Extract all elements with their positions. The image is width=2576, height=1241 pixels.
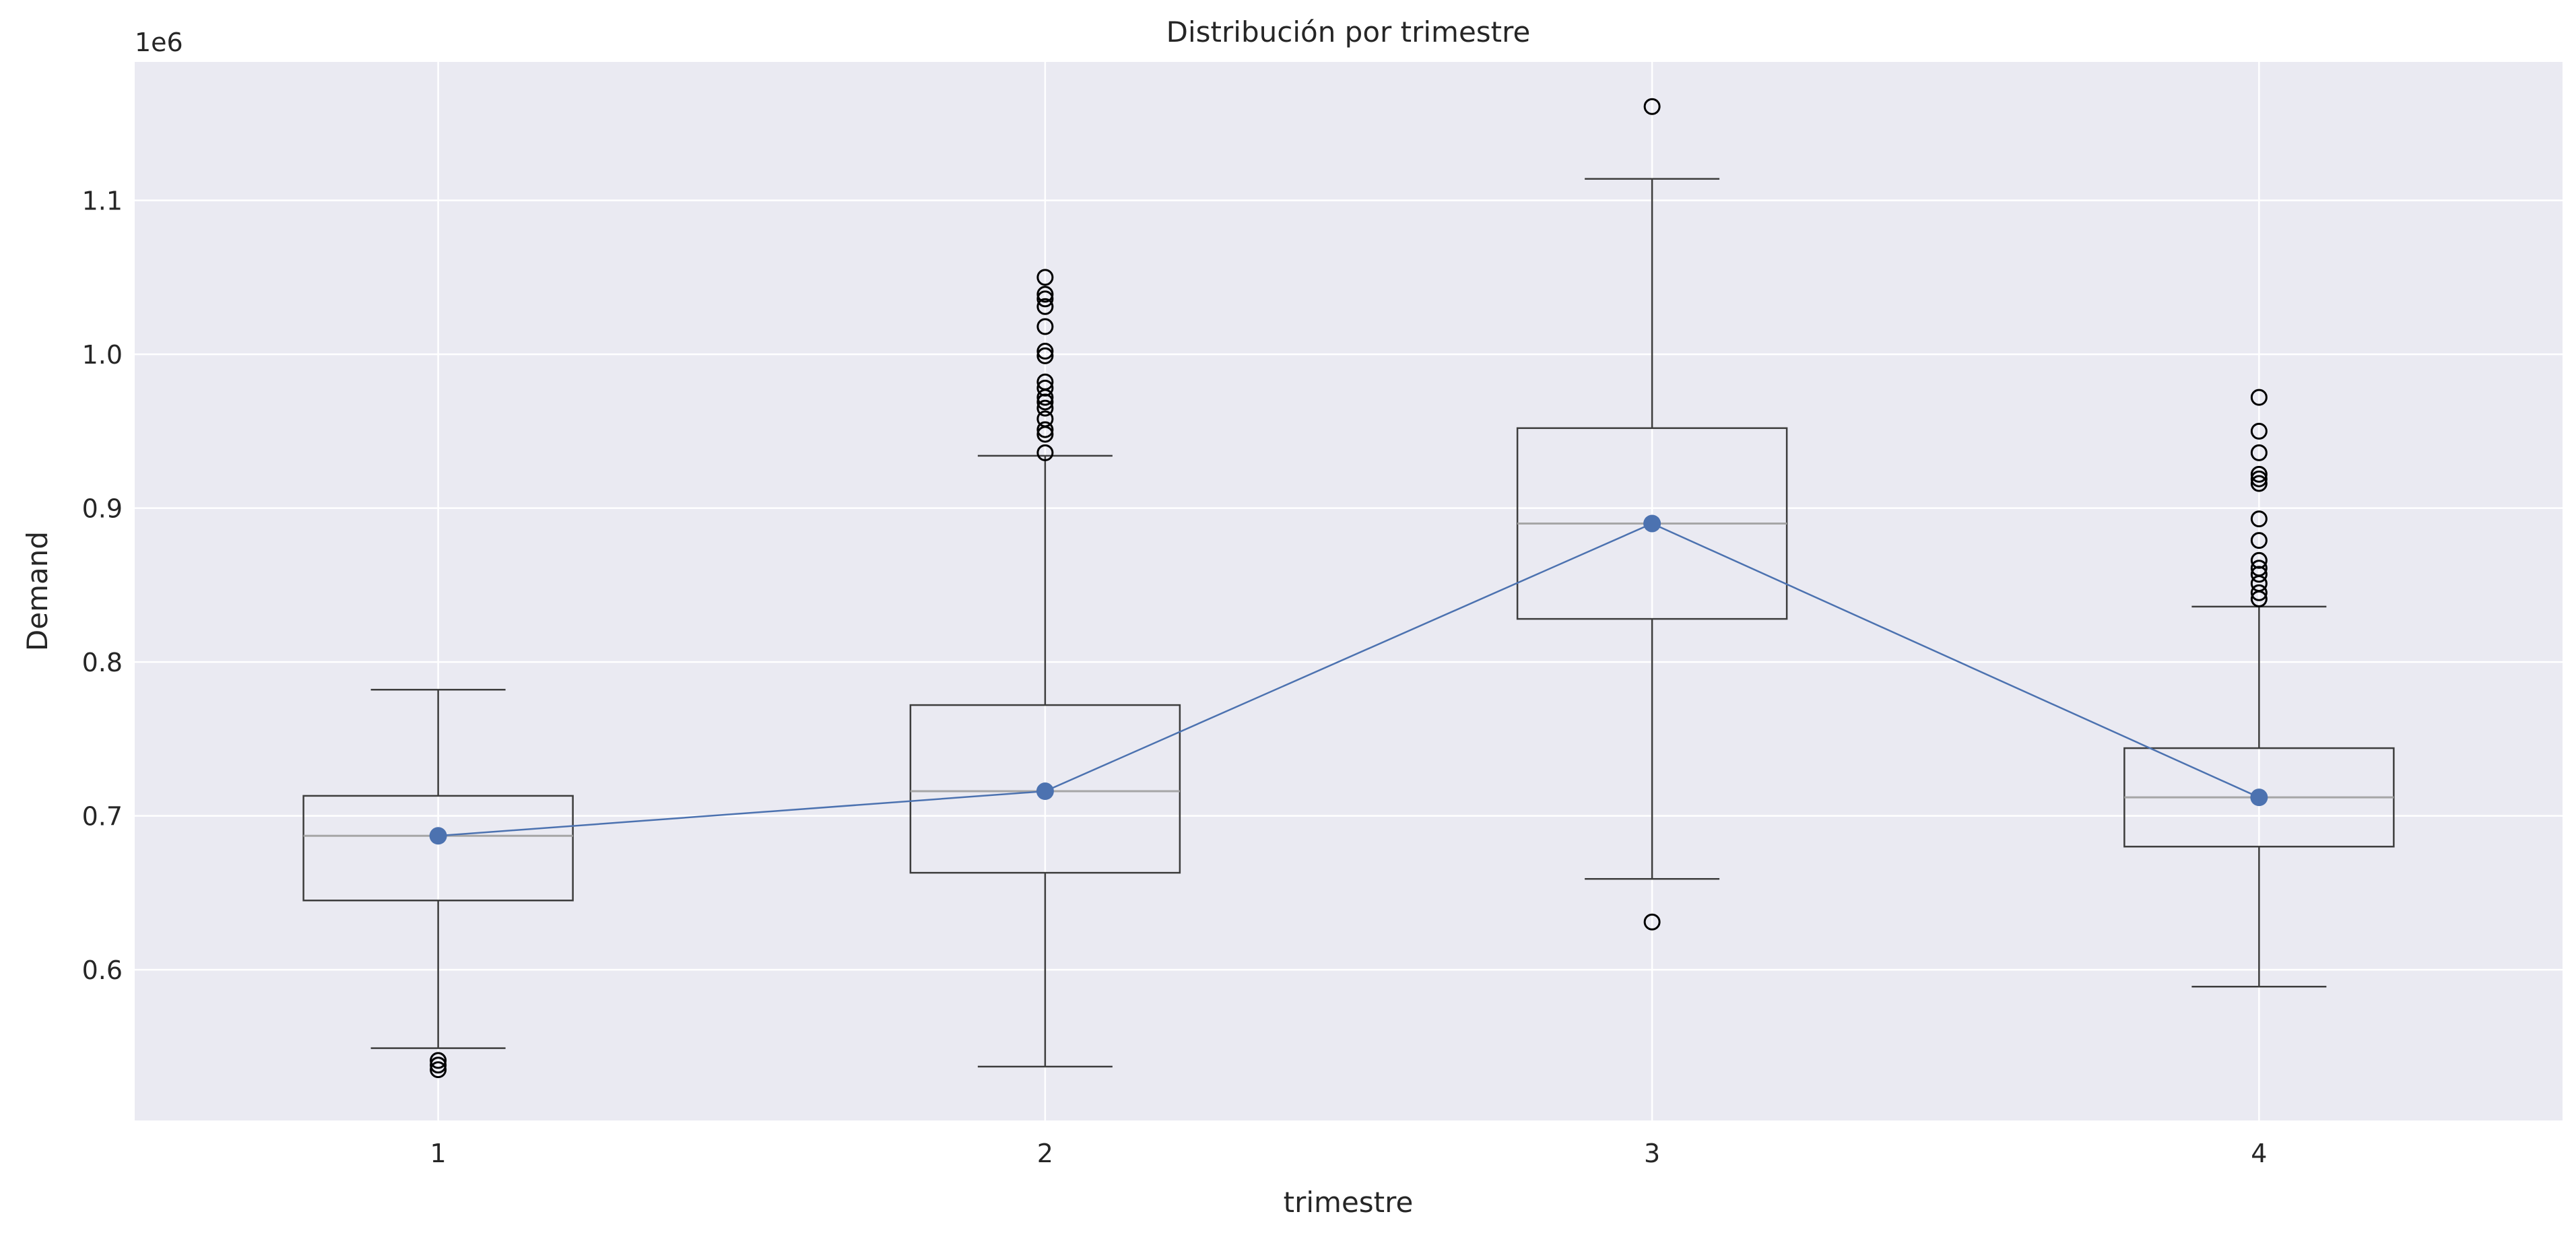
outlier-point (1036, 286, 1054, 303)
outlier-point (430, 1056, 447, 1074)
outlier-point (2250, 510, 2268, 528)
outlier-point (1036, 343, 1054, 360)
outlier-point (1643, 913, 1661, 931)
outlier-point (430, 1052, 447, 1069)
outlier-point (1643, 98, 1661, 115)
outlier-point (1036, 318, 1054, 335)
outlier-point (2250, 551, 2268, 569)
outlier-point (2250, 465, 2268, 483)
outlier-point (1036, 269, 1054, 286)
outlier-point (2250, 389, 2268, 406)
x-axis-label: trimestre (1284, 1186, 1414, 1219)
outlier-point (2250, 444, 2268, 461)
mean-point (429, 827, 447, 845)
outlier-point (1036, 373, 1054, 391)
y-axis-label: Demand (21, 531, 54, 651)
y-axis-offset-label: 1e6 (135, 28, 183, 57)
outlier-point (1036, 379, 1054, 397)
x-tick-label: 2 (1037, 1139, 1053, 1168)
outlier-point (1036, 347, 1054, 364)
mean-line (438, 523, 2259, 837)
outlier-point (1036, 421, 1054, 438)
y-tick-label: 1.1 (82, 187, 123, 216)
mean-point (1036, 782, 1054, 801)
box-iqr (302, 795, 574, 902)
y-tick-label: 0.6 (82, 955, 123, 985)
outlier-point (1036, 290, 1054, 308)
box-plot-1 (302, 688, 574, 1079)
box-iqr (909, 704, 1181, 874)
outlier-point (2250, 532, 2268, 549)
x-tick-label: 3 (1644, 1139, 1660, 1168)
outlier-point (1036, 298, 1054, 315)
outlier-point (2250, 584, 2268, 601)
mean-point (1643, 514, 1661, 533)
plot-area-background (135, 62, 2563, 1120)
y-tick-label: 0.8 (82, 648, 123, 677)
outlier-point (1036, 399, 1054, 417)
outlier-point (1036, 444, 1054, 461)
y-tick-label: 0.7 (82, 802, 123, 832)
outlier-point (1036, 410, 1054, 428)
outlier-point (430, 1061, 447, 1079)
outlier-point (2250, 470, 2268, 488)
x-tick-label: 1 (430, 1139, 447, 1168)
y-tick-label: 1.0 (82, 340, 123, 370)
outlier-point (2250, 422, 2268, 440)
box-plot-4 (2123, 389, 2395, 988)
y-tick-label: 0.9 (82, 494, 123, 524)
outlier-point (2250, 475, 2268, 492)
x-tick-label: 4 (2251, 1139, 2267, 1168)
mean-line-series (429, 514, 2268, 845)
mean-point (2250, 789, 2268, 807)
chart-title: Distribución por trimestre (1166, 15, 1531, 48)
outlier-point (2250, 560, 2268, 577)
axis-ticks: 0.6 0.7 0.8 0.9 1.0 1.1 1 2 3 4 (82, 187, 2268, 1168)
